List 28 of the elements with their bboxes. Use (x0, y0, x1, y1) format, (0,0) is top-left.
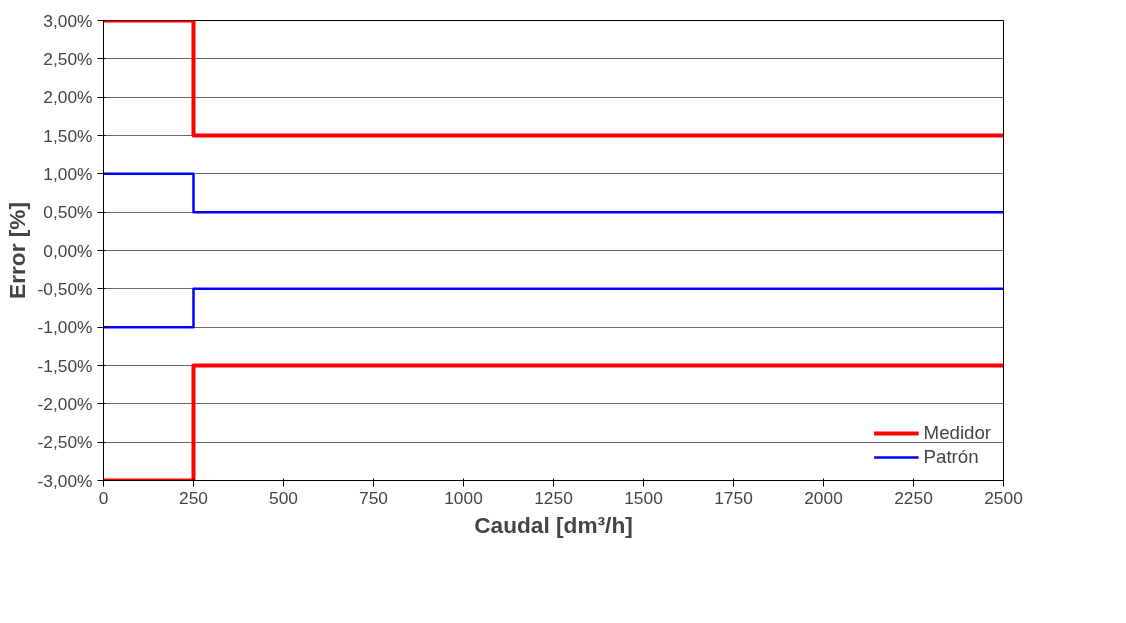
y-axis-title: Error [%] (3, 202, 30, 299)
y-tick-label: 1,00% (43, 163, 93, 184)
x-tick-label: 2250 (894, 487, 933, 508)
y-tick-label: -2,50% (37, 432, 93, 453)
y-tick-label: 2,00% (43, 87, 93, 108)
y-tick-label: -1,00% (37, 317, 93, 338)
x-axis-title: Caudal [dm³/h] (474, 511, 633, 538)
y-tick-label: 2,50% (43, 48, 93, 69)
y-tick-label: -1,50% (37, 355, 93, 376)
y-tick-label: 3,00% (43, 10, 93, 31)
y-tick-label: -0,50% (37, 278, 93, 299)
x-tick-label: 0 (98, 487, 109, 508)
y-tick-label: 0,00% (43, 240, 93, 261)
x-tick-label: 2000 (804, 487, 843, 508)
legend-label: Medidor (923, 422, 991, 444)
x-tick-label: 1000 (444, 487, 483, 508)
x-tick-label: 1750 (714, 487, 753, 508)
x-tick-label: 1500 (624, 487, 663, 508)
x-tick-label: 750 (359, 487, 388, 508)
x-tick-label: 1250 (534, 487, 573, 508)
y-tick-label: -2,00% (37, 393, 93, 414)
x-tick-label: 500 (269, 487, 298, 508)
x-tick-label: 2500 (984, 487, 1023, 508)
y-tick-label: 1,50% (43, 125, 93, 146)
legend-label: Patrón (923, 446, 979, 468)
y-tick-label: -3,00% (37, 470, 93, 491)
x-tick-label: 250 (179, 487, 208, 508)
y-tick-label: 0,50% (43, 202, 93, 223)
